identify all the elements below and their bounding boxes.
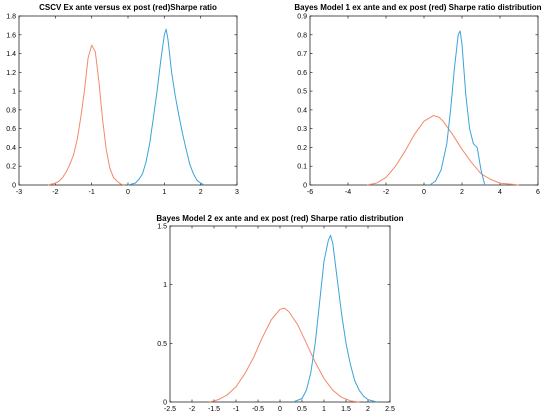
y-tick-label: 1 xyxy=(163,282,167,289)
y-tick-label: 0.1 xyxy=(297,164,307,171)
y-tick-label: 0.9 xyxy=(297,14,307,21)
y-tick-label: 1.2 xyxy=(6,70,16,77)
y-tick-label: 1.8 xyxy=(6,14,16,21)
x-tick-label: 2 xyxy=(460,189,464,196)
chart-title: CSCV Ex ante versus ex post (red)Sharpe … xyxy=(39,3,217,12)
y-tick-label: 0 xyxy=(163,400,167,407)
x-tick-label: -3 xyxy=(16,189,22,196)
y-tick-label: 0.8 xyxy=(297,32,307,39)
x-tick-label: 1.5 xyxy=(341,406,351,413)
ex-ante-density-line xyxy=(429,30,486,186)
ex-ante-density-line xyxy=(127,28,205,186)
x-tick-label: 0 xyxy=(422,189,426,196)
chart-panel-bayes-model-2: Bayes Model 2 ex ante and ex post (red) … xyxy=(156,214,403,413)
y-tick-label: 1.6 xyxy=(6,32,16,39)
x-tick-label: -1.5 xyxy=(208,406,220,413)
ex-post-density-line xyxy=(366,115,520,186)
chart-panel-bayes-model-1: Bayes Model 1 ex ante and ex post (red) … xyxy=(294,3,541,196)
x-tick-label: -6 xyxy=(307,189,313,196)
x-tick-label: -2 xyxy=(383,189,389,196)
x-tick-label: -1 xyxy=(89,189,95,196)
y-tick-label: 1 xyxy=(12,89,16,96)
ex-ante-density-line xyxy=(293,234,377,403)
x-tick-label: 2 xyxy=(199,189,203,196)
y-tick-label: 0.8 xyxy=(6,107,16,114)
y-tick-label: 0.4 xyxy=(6,145,16,152)
x-tick-label: 0.5 xyxy=(297,406,307,413)
y-tick-label: 0 xyxy=(12,183,16,190)
y-tick-label: 0.2 xyxy=(297,145,307,152)
y-tick-label: 0.7 xyxy=(297,51,307,58)
ex-post-density-line xyxy=(209,307,360,403)
x-tick-label: 4 xyxy=(498,189,502,196)
x-tick-label: 3 xyxy=(235,189,239,196)
x-tick-label: 2 xyxy=(366,406,370,413)
chart-panel-cscv: CSCV Ex ante versus ex post (red)Sharpe … xyxy=(6,3,239,196)
y-tick-label: 1.4 xyxy=(6,51,16,58)
chart-title: Bayes Model 1 ex ante and ex post (red) … xyxy=(294,3,541,12)
x-tick-label: 1 xyxy=(322,406,326,413)
chart-title: Bayes Model 2 ex ante and ex post (red) … xyxy=(156,214,403,223)
y-tick-label: 0.6 xyxy=(6,126,16,133)
x-tick-label: -4 xyxy=(345,189,351,196)
x-tick-label: 1 xyxy=(162,189,166,196)
ex-post-density-line xyxy=(47,44,125,186)
x-tick-label: -0.5 xyxy=(252,406,264,413)
x-tick-label: 0 xyxy=(126,189,130,196)
y-tick-label: 0.6 xyxy=(297,70,307,77)
x-tick-label: 2.5 xyxy=(385,406,395,413)
x-tick-label: 6 xyxy=(536,189,540,196)
y-tick-label: 0.3 xyxy=(297,126,307,133)
x-tick-label: -1 xyxy=(233,406,239,413)
x-tick-label: 0 xyxy=(278,406,282,413)
x-tick-label: -2 xyxy=(189,406,195,413)
y-tick-label: 0.4 xyxy=(297,107,307,114)
y-tick-label: 1.5 xyxy=(157,224,167,231)
y-tick-label: 0.5 xyxy=(297,89,307,96)
y-tick-label: 0.5 xyxy=(157,341,167,348)
x-tick-label: -2 xyxy=(52,189,58,196)
y-tick-label: 0 xyxy=(303,183,307,190)
y-tick-label: 0.2 xyxy=(6,164,16,171)
x-tick-label: -2.5 xyxy=(164,406,176,413)
